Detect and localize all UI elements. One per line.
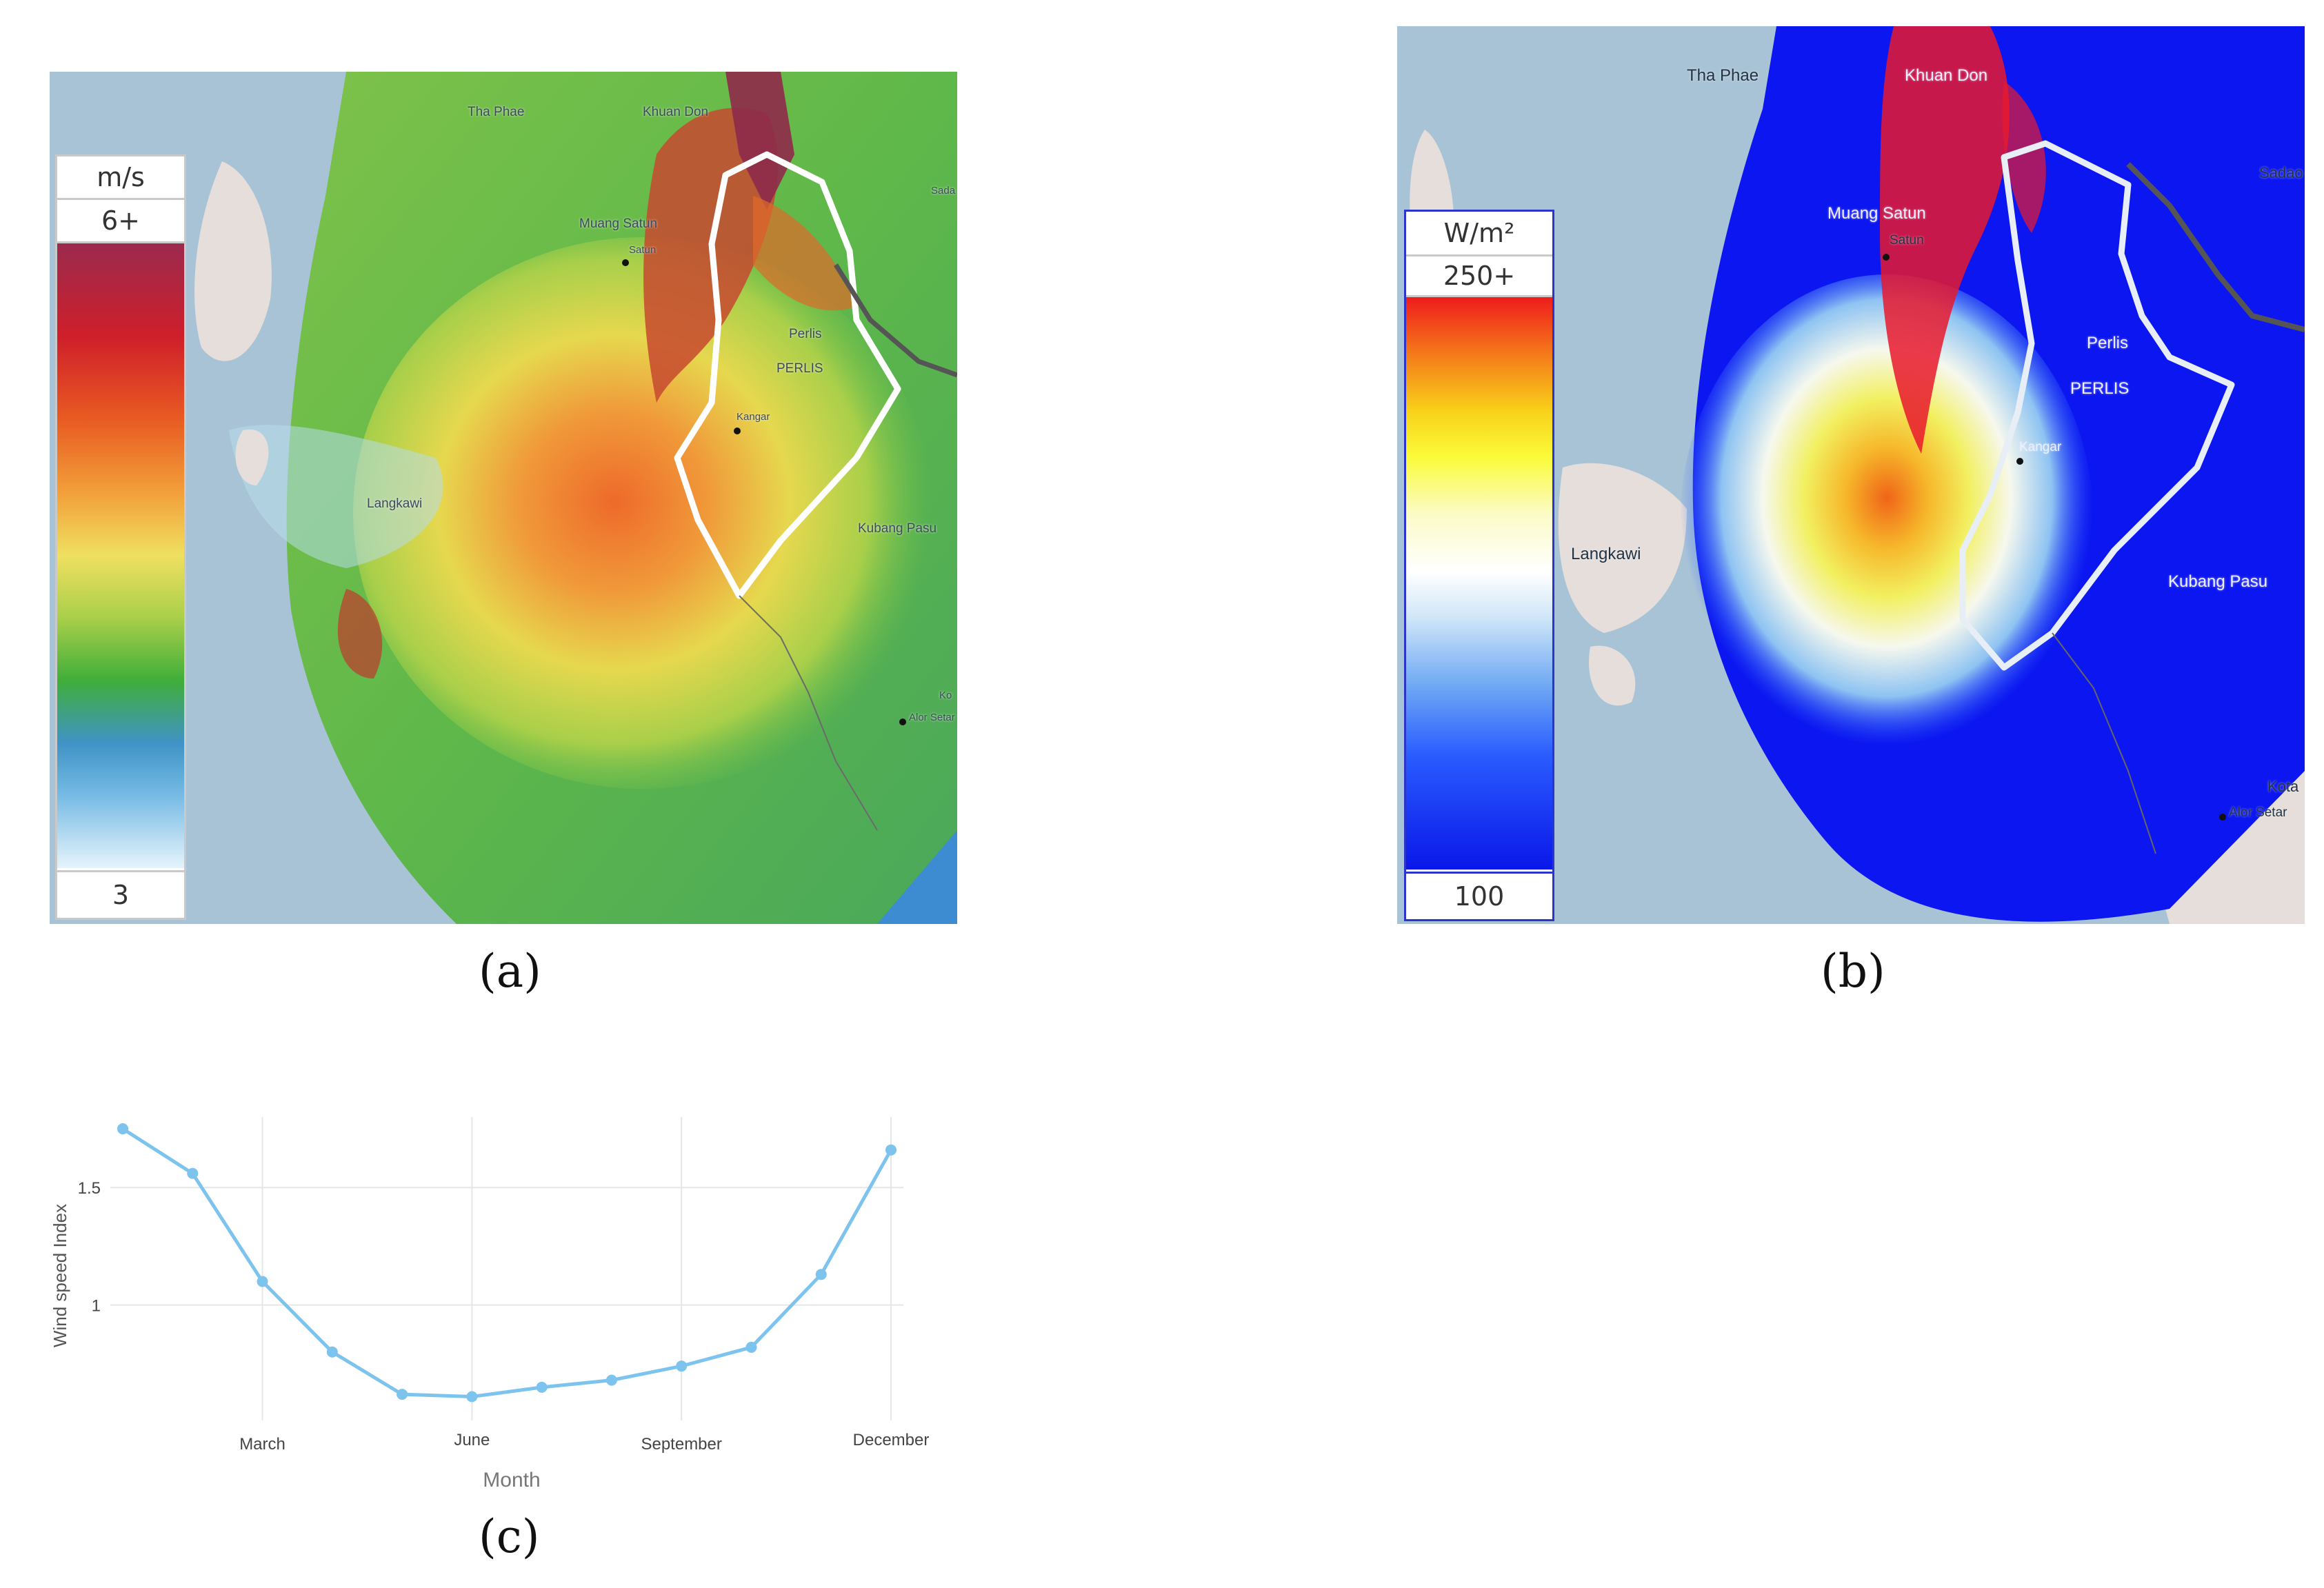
place-tha-phae: Tha Phae: [1687, 66, 1759, 85]
series-points: [117, 1123, 896, 1403]
place-alor-setar: Alor Setar: [909, 712, 955, 723]
power-density-map-layer: [1410, 26, 2305, 924]
legend-max: 250+: [1406, 257, 1552, 297]
place-muang-satun: Muang Satun: [579, 217, 658, 231]
place-sadao: Sadao: [2259, 164, 2303, 181]
data-point: [117, 1123, 128, 1135]
x-tick-label: June: [454, 1431, 490, 1449]
place-langkawi: Langkawi: [1571, 545, 1641, 563]
place-khuan-don: Khuan Don: [643, 105, 709, 119]
place-kangar: Kangar: [2019, 440, 2062, 454]
wind-speed-map[interactable]: m/s 6+ 3 Tha Phae Khuan Don Muang Satun …: [50, 72, 957, 924]
place-khuan-don: Khuan Don: [1905, 66, 1988, 85]
legend-color-ramp: [1406, 297, 1552, 870]
place-alor-setar: Alor Setar: [2229, 805, 2287, 820]
data-point: [605, 1374, 617, 1386]
data-point: [536, 1381, 548, 1393]
x-axis-label: Month: [483, 1469, 540, 1489]
power-density-map[interactable]: W/m² 250+ 100 Tha Phae Khuan Don Muang S…: [1397, 26, 2305, 924]
place-satun: Satun: [629, 244, 657, 256]
data-point: [326, 1346, 338, 1358]
place-langkawi: Langkawi: [367, 496, 423, 511]
power-density-legend: W/m² 250+ 100: [1404, 210, 1554, 921]
place-sadao: Sada: [931, 185, 956, 197]
data-point: [745, 1341, 757, 1353]
series-line: [121, 1127, 893, 1398]
data-point: [885, 1144, 896, 1156]
x-tick-label: March: [239, 1435, 286, 1454]
place-perlis: PERLIS: [2070, 379, 2130, 398]
alor-setar-marker-icon: [2219, 814, 2226, 821]
place-perlis: PERLIS: [777, 361, 823, 376]
place-kota: Kota: [2267, 778, 2299, 795]
legend-color-ramp: [57, 243, 184, 868]
legend-unit: m/s: [57, 157, 184, 200]
place-perlis-town: Perlis: [2087, 334, 2129, 352]
wind-speed-index-chart: 1 1.5 March June September December Month Win…: [50, 1117, 930, 1489]
data-point: [466, 1391, 478, 1403]
place-satun: Satun: [1890, 233, 1924, 248]
caption-b: (b): [1821, 945, 1885, 998]
y-tick-label: 1.5: [78, 1179, 101, 1198]
place-kota: Ko: [939, 690, 952, 701]
legend-min: 100: [1406, 872, 1552, 919]
data-point: [397, 1389, 408, 1400]
legend-min: 3: [57, 870, 184, 918]
place-kangar: Kangar: [737, 411, 770, 423]
wind-speed-legend: m/s 6+ 3: [55, 154, 186, 920]
place-kubang-pasu: Kubang Pasu: [2168, 572, 2268, 591]
y-axis-label: Wind speed Index: [50, 1204, 70, 1347]
data-point: [187, 1167, 199, 1179]
legend-max: 6+: [57, 200, 184, 243]
satun-marker-icon: [622, 259, 629, 266]
chart-grid: [110, 1117, 903, 1420]
chart-axes: 1 1.5 March June September December: [78, 1179, 930, 1454]
data-point: [676, 1360, 688, 1372]
satun-marker-icon: [1883, 254, 1890, 261]
x-tick-label: September: [641, 1435, 721, 1454]
y-tick-label: 1: [92, 1297, 101, 1316]
caption-a: (a): [479, 945, 541, 998]
wind-speed-map-layer: [194, 72, 957, 924]
alor-setar-marker-icon: [899, 718, 906, 725]
data-point: [257, 1276, 268, 1287]
kangar-marker-icon: [2016, 458, 2023, 465]
data-point: [815, 1269, 827, 1280]
caption-c: (c): [479, 1510, 540, 1563]
place-perlis-town: Perlis: [789, 327, 822, 341]
place-kubang-pasu: Kubang Pasu: [858, 521, 937, 536]
legend-unit: W/m²: [1406, 212, 1552, 257]
x-tick-label: December: [853, 1431, 930, 1449]
kangar-marker-icon: [734, 428, 741, 434]
place-tha-phae: Tha Phae: [468, 105, 525, 119]
place-muang-satun: Muang Satun: [1827, 204, 1926, 223]
